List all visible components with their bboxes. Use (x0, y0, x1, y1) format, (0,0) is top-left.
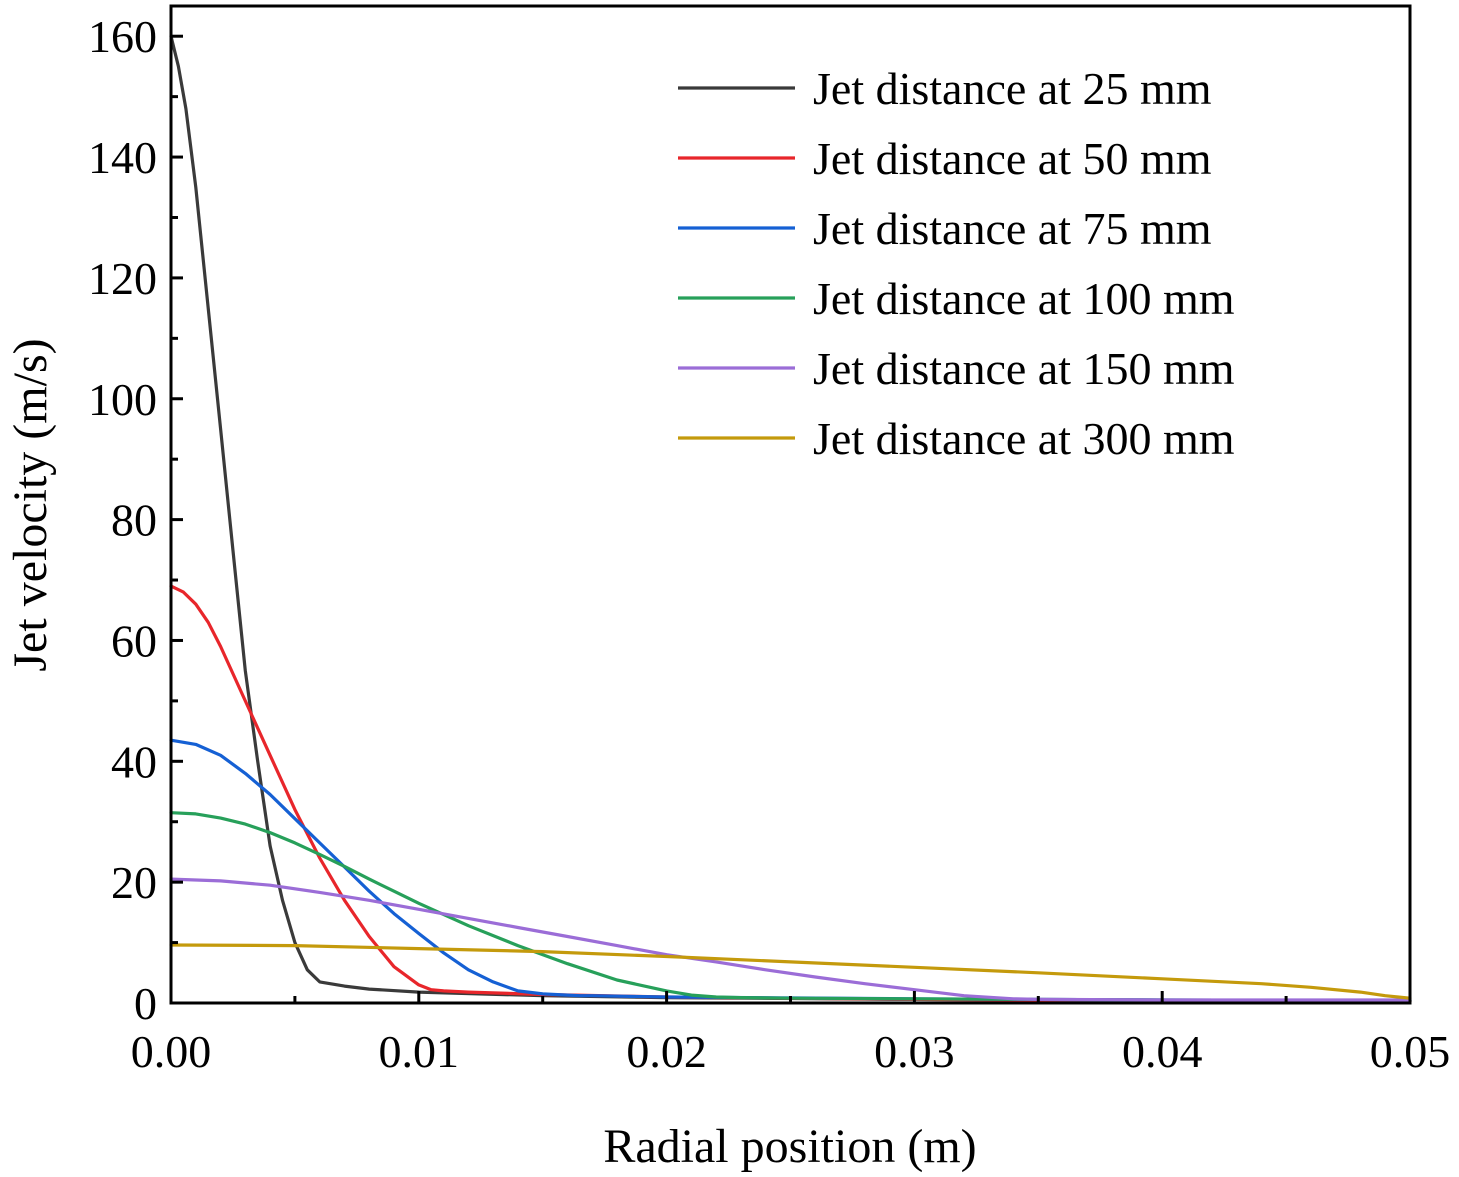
x-tick-label: 0.04 (1122, 1026, 1203, 1077)
legend-label: Jet distance at 75 mm (813, 203, 1212, 254)
y-tick-label: 100 (88, 374, 157, 425)
y-tick-label: 120 (88, 253, 157, 304)
plot-frame (169, 4, 1412, 1005)
legend-label: Jet distance at 100 mm (813, 273, 1235, 324)
x-tick-label: 0.01 (379, 1026, 460, 1077)
y-tick-label: 80 (111, 495, 157, 546)
legend-label: Jet distance at 50 mm (813, 133, 1212, 184)
legend-label: Jet distance at 25 mm (813, 63, 1212, 114)
y-tick-label: 160 (88, 11, 157, 62)
y-tick-label: 140 (88, 132, 157, 183)
x-tick-label: 0.00 (131, 1026, 212, 1077)
x-tick-label: 0.02 (626, 1026, 707, 1077)
series-line-4 (169, 811, 1412, 1003)
y-tick-label: 60 (111, 615, 157, 666)
series-line-1 (169, 34, 1412, 1003)
series-line-3 (169, 738, 1412, 1003)
y-tick-label: 40 (111, 736, 157, 787)
legend-label: Jet distance at 150 mm (813, 343, 1235, 394)
legend: Jet distance at 25 mm Jet distance at 50 … (678, 63, 1235, 464)
y-axis: 0 20 40 60 80 100 120 140 160 (88, 11, 183, 1029)
x-tick-label: 0.03 (874, 1026, 955, 1077)
y-axis-title: Jet velocity (m/s) (4, 338, 57, 671)
legend-label: Jet distance at 300 mm (813, 413, 1235, 464)
x-tick-label: 0.05 (1370, 1026, 1451, 1077)
series-line-2 (169, 584, 1412, 1003)
series-layer (169, 34, 1412, 1003)
y-tick-label: 20 (111, 857, 157, 908)
x-axis: 0.00 0.01 0.02 0.03 0.04 0.05 (131, 991, 1451, 1077)
series-line-6 (169, 943, 1412, 1000)
y-tick-label: 0 (134, 978, 157, 1029)
x-axis-title: Radial position (m) (603, 1120, 976, 1173)
